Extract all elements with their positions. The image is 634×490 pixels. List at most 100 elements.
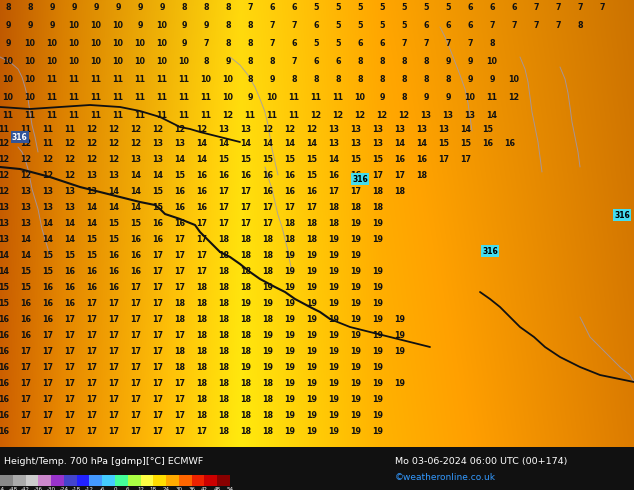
Text: 5: 5 [379,21,385,29]
Text: 12: 12 [42,154,53,164]
Text: 17: 17 [42,346,53,356]
Text: 12: 12 [0,154,10,164]
Text: 19: 19 [394,378,406,388]
Text: 19: 19 [373,346,384,356]
Text: 10: 10 [112,56,124,66]
Text: 16: 16 [0,346,10,356]
Text: 5: 5 [424,2,429,11]
Text: 6: 6 [313,21,319,29]
Text: 19: 19 [373,267,384,275]
Text: 18: 18 [262,411,273,419]
FancyBboxPatch shape [0,475,13,486]
Text: 17: 17 [65,378,75,388]
Text: 19: 19 [328,267,339,275]
Text: 19: 19 [373,426,384,436]
Text: 11: 11 [200,111,212,120]
Text: 17: 17 [174,411,186,419]
Text: 8: 8 [291,74,297,83]
Text: 17: 17 [65,330,75,340]
Text: 16: 16 [285,171,295,179]
Text: 9: 9 [115,2,120,11]
Text: 13: 13 [394,124,406,133]
Text: 11: 11 [25,111,36,120]
Text: 14: 14 [20,235,32,244]
Text: 17: 17 [174,283,186,292]
Text: 18: 18 [197,394,207,403]
Text: 11: 11 [42,139,53,147]
Text: 19: 19 [306,363,318,371]
Text: 18: 18 [219,363,230,371]
Text: 6: 6 [424,21,429,29]
Text: 10: 10 [25,39,36,48]
Text: 8: 8 [203,2,209,11]
Text: 19: 19 [262,298,273,308]
Text: 19: 19 [328,346,339,356]
Text: 16: 16 [197,202,207,212]
Text: 17: 17 [131,315,141,323]
Text: 19: 19 [394,315,406,323]
Text: 11: 11 [112,93,124,101]
FancyBboxPatch shape [179,475,191,486]
Text: 11: 11 [3,111,13,120]
Text: 19: 19 [262,330,273,340]
Text: Height/Temp. 700 hPa [gdmp][°C] ECMWF: Height/Temp. 700 hPa [gdmp][°C] ECMWF [4,457,204,466]
Text: 9: 9 [467,74,473,83]
Text: 12: 12 [0,187,10,196]
Text: 19: 19 [351,315,361,323]
Text: 11: 11 [91,111,101,120]
Text: 24: 24 [162,487,170,490]
Text: 8: 8 [5,2,11,11]
Text: 18: 18 [262,250,273,260]
Text: 16: 16 [262,171,273,179]
Text: 9: 9 [269,74,275,83]
Text: 16: 16 [153,235,164,244]
Text: 19: 19 [351,267,361,275]
Text: 19: 19 [328,250,339,260]
Text: 12: 12 [65,154,75,164]
Text: 18: 18 [174,346,186,356]
Text: 17: 17 [108,346,119,356]
Text: 17: 17 [65,315,75,323]
Text: 17: 17 [86,298,98,308]
Text: 17: 17 [197,235,207,244]
Text: 17: 17 [65,363,75,371]
Text: 15: 15 [373,154,384,164]
Text: 13: 13 [20,187,32,196]
Text: 19: 19 [306,298,318,308]
Text: 8: 8 [577,21,583,29]
Text: 7: 7 [269,39,275,48]
Text: 11: 11 [266,111,278,120]
Text: 17: 17 [131,363,141,371]
Text: 19: 19 [394,330,406,340]
Text: 19: 19 [240,363,252,371]
Text: 10: 10 [25,93,36,101]
Text: 19: 19 [328,235,339,244]
Text: 7: 7 [489,21,495,29]
Text: 17: 17 [108,378,119,388]
Text: 19: 19 [285,283,295,292]
Text: 17: 17 [174,250,186,260]
Text: 8: 8 [379,56,385,66]
Text: 7: 7 [555,2,560,11]
Text: 11: 11 [179,93,190,101]
Text: 9: 9 [27,21,33,29]
Text: 19: 19 [351,363,361,371]
Text: 8: 8 [181,2,187,11]
Text: 19: 19 [306,394,318,403]
Text: 15: 15 [131,219,141,227]
Text: 16: 16 [20,315,32,323]
Text: 18: 18 [174,363,186,371]
Text: 10: 10 [200,74,212,83]
Text: 17: 17 [65,411,75,419]
Text: 16: 16 [20,330,32,340]
Text: 18: 18 [197,363,207,371]
Text: 8: 8 [401,56,407,66]
Text: 7: 7 [401,39,407,48]
Text: 9: 9 [181,39,187,48]
Text: 7: 7 [204,39,209,48]
Text: 5: 5 [401,21,407,29]
Text: 13: 13 [108,171,119,179]
Text: 16: 16 [174,202,186,212]
Text: 15: 15 [262,154,273,164]
FancyBboxPatch shape [51,475,64,486]
